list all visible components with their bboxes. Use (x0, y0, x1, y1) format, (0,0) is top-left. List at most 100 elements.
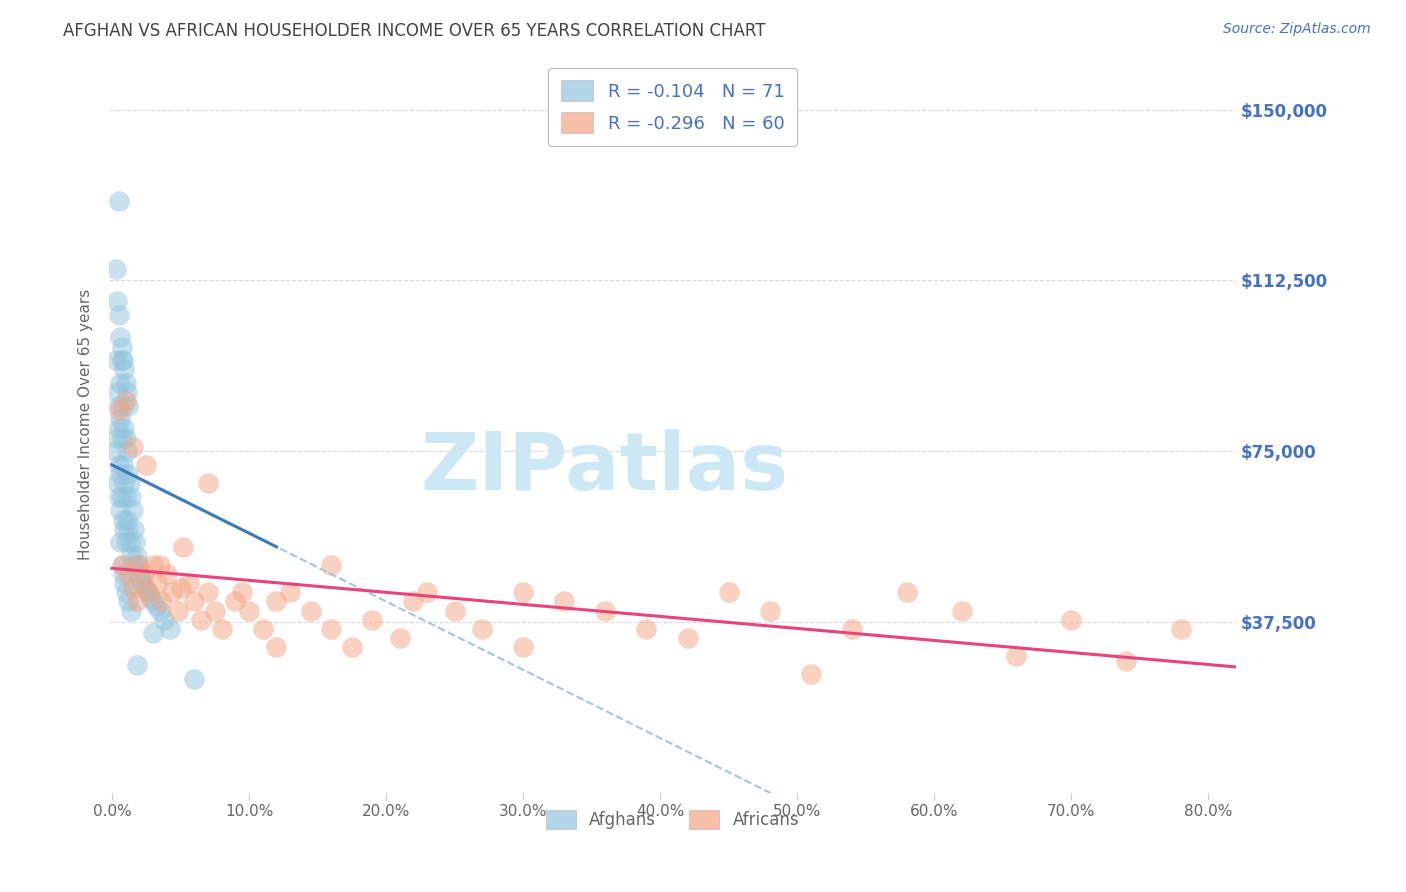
Point (111, 567, 134, 582)
Point (108, 467, 131, 481)
Point (121, 581, 143, 595)
Point (110, 339, 132, 353)
Point (149, 558, 172, 572)
Point (512, 640, 534, 654)
Point (443, 603, 465, 617)
Point (117, 522, 139, 536)
Point (211, 622, 233, 636)
Point (108, 194, 131, 208)
Point (110, 431, 132, 445)
Point (1005, 649, 1028, 664)
Point (190, 613, 212, 627)
Point (114, 535, 136, 549)
Point (108, 490, 131, 504)
Point (112, 362, 135, 376)
Point (120, 549, 142, 563)
Point (145, 599, 167, 613)
Point (139, 590, 162, 604)
Point (112, 476, 135, 491)
Point (111, 399, 134, 413)
Point (950, 603, 973, 617)
Text: Source: ZipAtlas.com: Source: ZipAtlas.com (1223, 22, 1371, 37)
Point (135, 458, 157, 472)
Point (121, 558, 143, 572)
Point (125, 594, 148, 608)
Point (108, 330, 131, 344)
Point (115, 444, 138, 458)
Point (125, 658, 148, 673)
Point (110, 558, 132, 572)
Point (150, 594, 173, 608)
Point (340, 640, 363, 654)
Point (111, 353, 134, 368)
Point (108, 403, 131, 417)
Point (114, 585, 136, 599)
Point (224, 594, 246, 608)
Point (132, 567, 155, 582)
Text: ZIPatlas: ZIPatlas (420, 429, 789, 508)
Point (128, 567, 150, 582)
Point (107, 293, 129, 308)
Point (1060, 613, 1083, 627)
Point (115, 512, 138, 526)
Point (124, 535, 146, 549)
Point (118, 476, 141, 491)
Point (299, 603, 322, 617)
Point (183, 672, 205, 686)
Point (107, 476, 129, 491)
Point (110, 490, 132, 504)
Point (117, 399, 139, 413)
Point (471, 622, 494, 636)
Point (402, 594, 425, 608)
Point (717, 585, 740, 599)
Point (108, 503, 131, 517)
Point (676, 631, 699, 645)
Point (125, 549, 148, 563)
Point (107, 384, 129, 399)
Point (266, 594, 288, 608)
Point (153, 613, 176, 627)
Point (108, 308, 131, 322)
Point (105, 262, 128, 277)
Point (204, 603, 226, 617)
Point (553, 594, 575, 608)
Point (759, 603, 782, 617)
Point (388, 631, 411, 645)
Point (114, 431, 136, 445)
Point (108, 535, 131, 549)
Point (238, 603, 260, 617)
Point (111, 558, 134, 572)
Point (278, 585, 301, 599)
Point (156, 567, 179, 582)
Point (105, 353, 128, 368)
Point (896, 585, 918, 599)
Point (183, 594, 205, 608)
Point (118, 535, 141, 549)
Point (142, 594, 165, 608)
Point (159, 622, 181, 636)
Point (149, 603, 172, 617)
Point (595, 603, 617, 617)
Point (136, 585, 159, 599)
Point (172, 540, 194, 554)
Point (131, 576, 153, 591)
Point (134, 581, 156, 595)
Point (636, 622, 658, 636)
Point (197, 585, 219, 599)
Point (112, 522, 135, 536)
Point (114, 490, 136, 504)
Point (121, 440, 143, 454)
Point (142, 558, 165, 572)
Point (127, 558, 149, 572)
Point (105, 444, 128, 458)
Legend: Afghans, Africans: Afghans, Africans (538, 804, 806, 836)
Point (512, 585, 534, 599)
Text: AFGHAN VS AFRICAN HOUSEHOLDER INCOME OVER 65 YEARS CORRELATION CHART: AFGHAN VS AFRICAN HOUSEHOLDER INCOME OVE… (63, 22, 766, 40)
Point (120, 490, 142, 504)
Point (110, 353, 132, 368)
Point (252, 622, 274, 636)
Point (121, 503, 143, 517)
Point (114, 394, 136, 409)
Point (107, 431, 129, 445)
Point (122, 522, 145, 536)
